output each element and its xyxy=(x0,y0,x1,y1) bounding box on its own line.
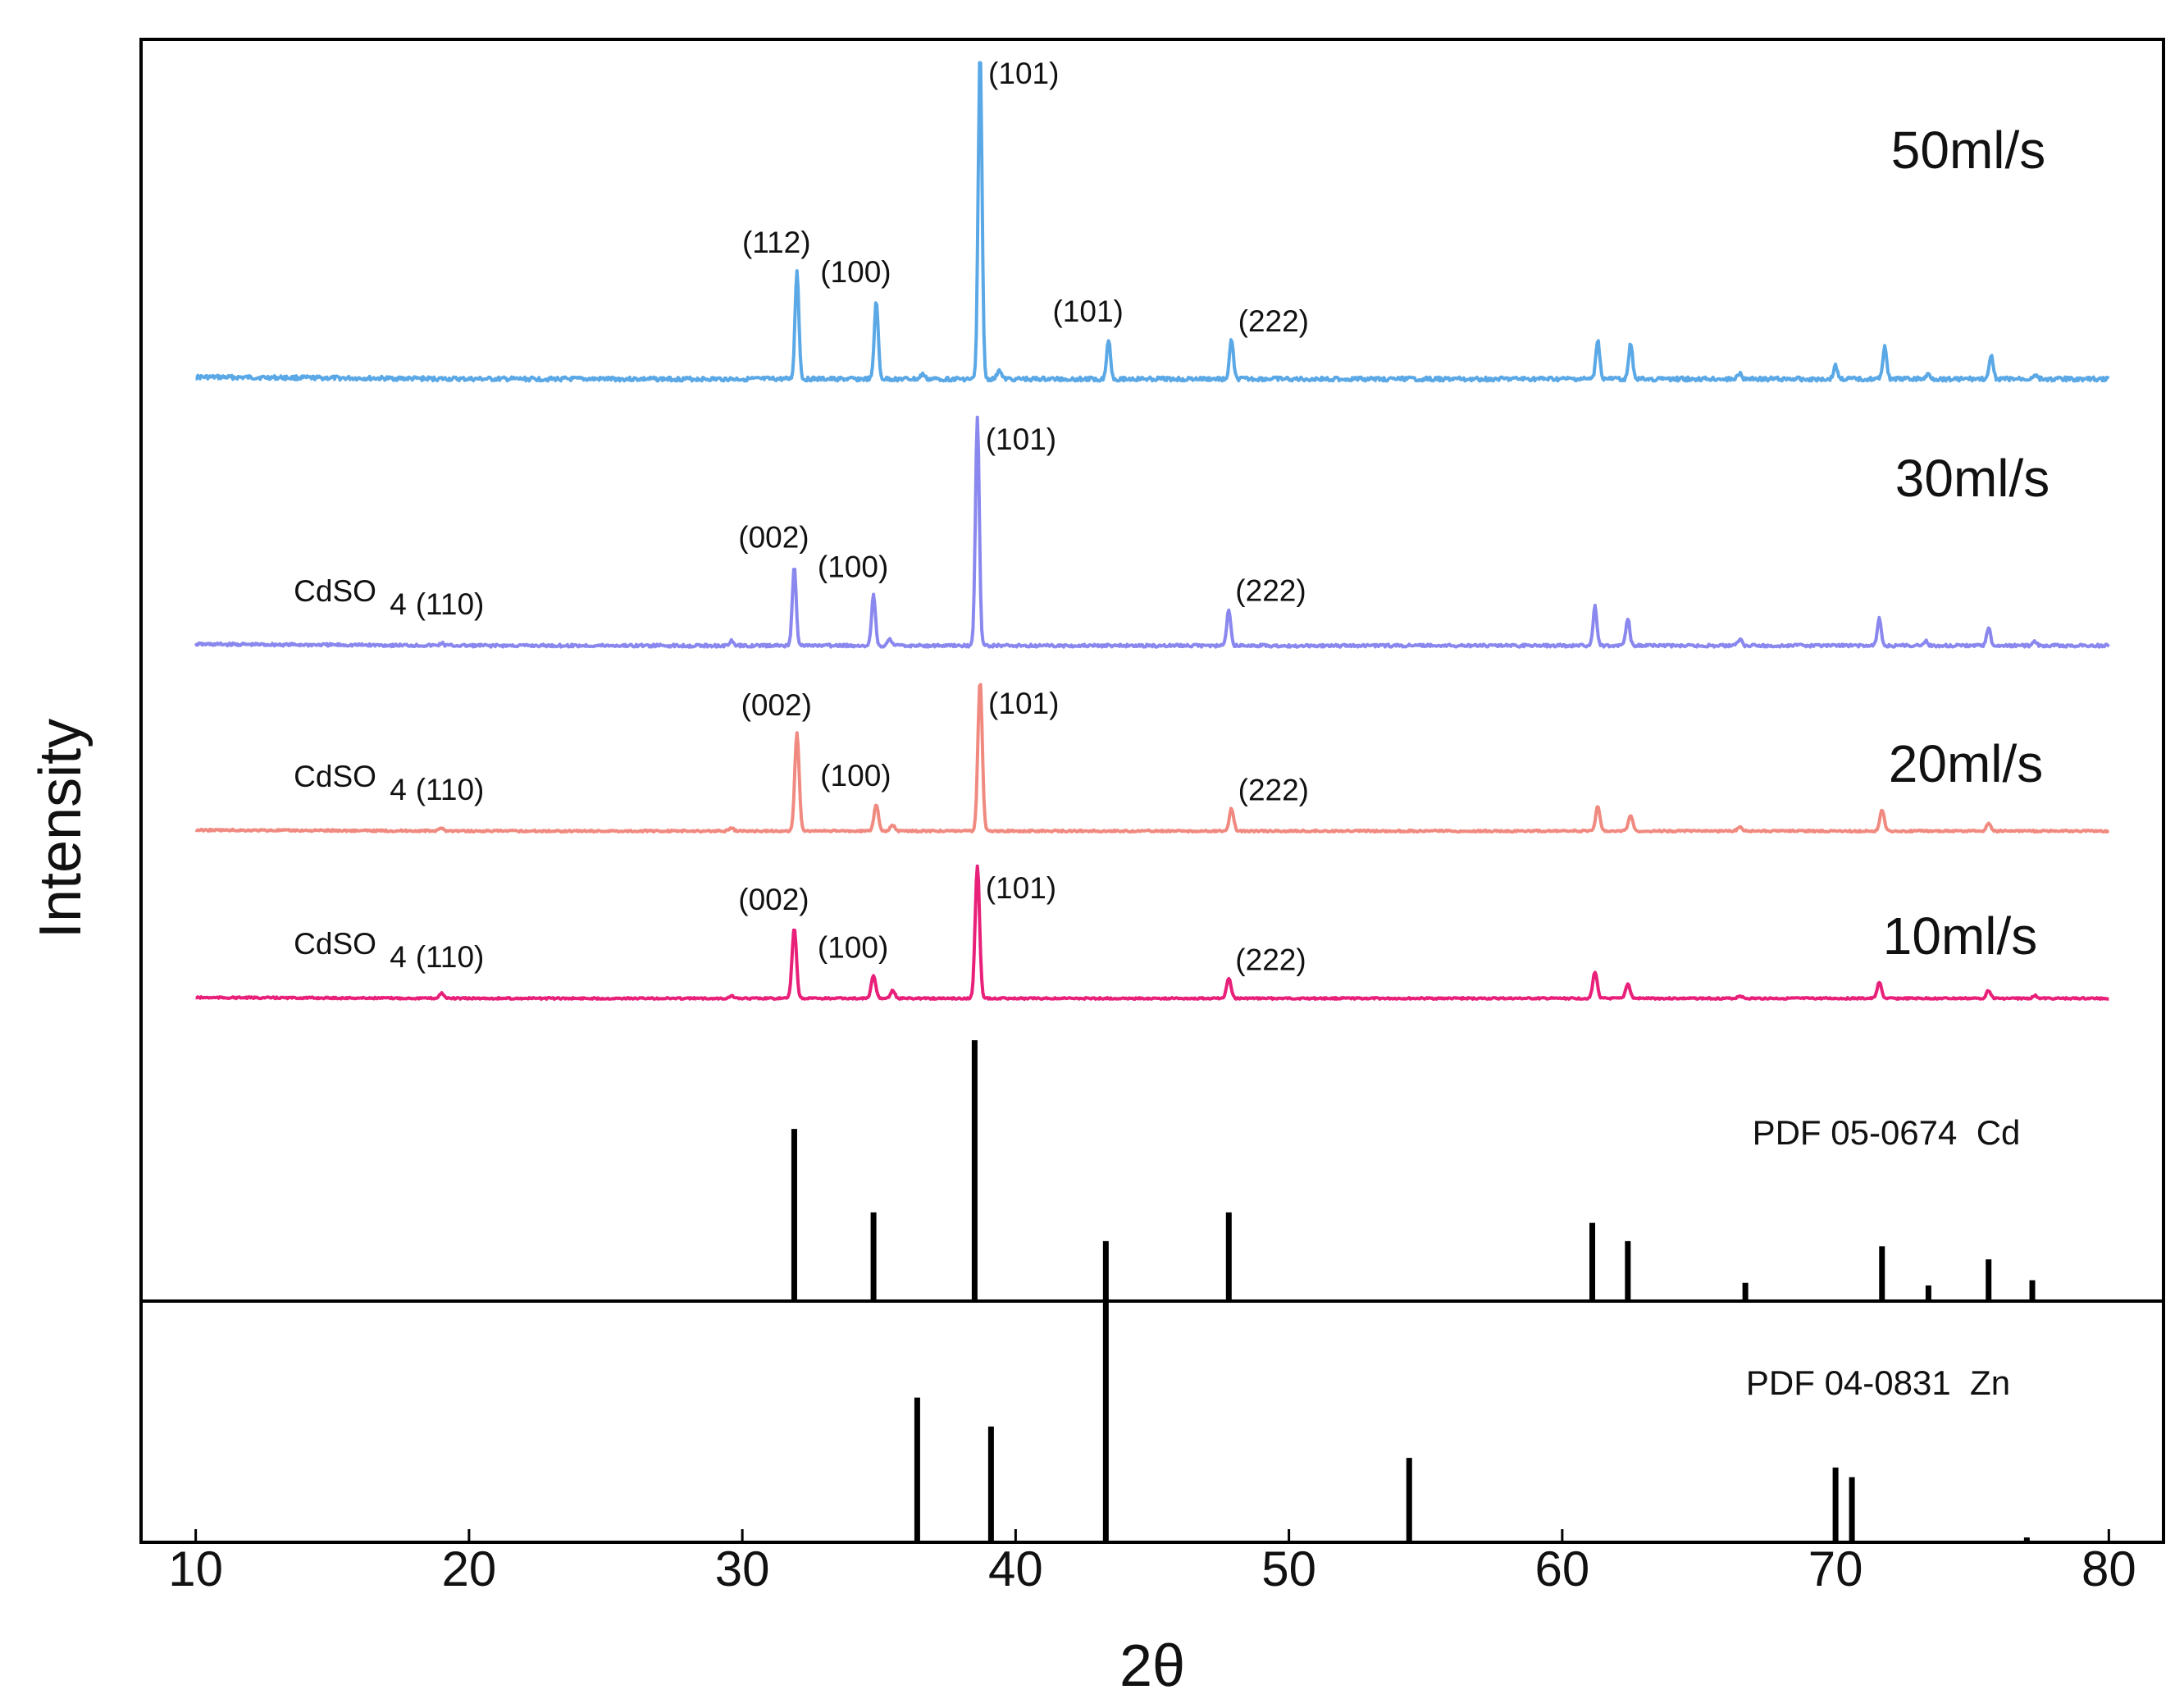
series-line-30ml/s xyxy=(194,415,2110,649)
x-tick-label: 70 xyxy=(1808,1541,1863,1596)
peak-label: (002) xyxy=(741,688,812,722)
plot-frame xyxy=(139,38,2165,1544)
peak-label-subscript: 4 xyxy=(390,940,407,974)
peak-label: (100) xyxy=(820,759,891,792)
peak-label: (100) xyxy=(818,930,888,964)
x-tick-label: 40 xyxy=(988,1541,1043,1596)
peak-label: (101) xyxy=(988,687,1059,720)
series-line-10ml/s xyxy=(195,864,2109,1001)
series-line-50ml/s xyxy=(195,61,2110,383)
peak-label: (002) xyxy=(738,883,809,916)
peak-label-subscript: 4 xyxy=(390,587,407,621)
x-tick-label: 60 xyxy=(1534,1541,1589,1596)
series-label: 50ml/s xyxy=(1891,121,2046,180)
peak-label: (100) xyxy=(820,255,891,289)
peak-label-suffix: (110) xyxy=(416,773,485,806)
series-label: 10ml/s xyxy=(1883,907,2038,966)
plot-border xyxy=(139,38,2165,1544)
peak-label-subscript: 4 xyxy=(390,773,407,806)
x-tick-label: 20 xyxy=(442,1541,497,1596)
x-axis-label: 2θ xyxy=(1119,1633,1185,1699)
x-tick-label: 30 xyxy=(715,1541,770,1596)
xrd-series xyxy=(194,61,2110,1001)
peak-label: (222) xyxy=(1235,943,1306,977)
peak-label: (222) xyxy=(1235,573,1306,607)
reference-label: PDF 05-0674 Cd xyxy=(1753,1113,2021,1152)
peak-label: (112) xyxy=(742,226,811,259)
peak-label: (100) xyxy=(818,550,888,584)
peak-label: (002) xyxy=(738,520,809,554)
peak-label: CdSO xyxy=(294,574,376,608)
x-tick-label: 10 xyxy=(168,1541,223,1596)
peak-label-suffix: (110) xyxy=(416,940,485,974)
peak-label: CdSO xyxy=(294,927,376,961)
series-label: 30ml/s xyxy=(1895,449,2050,508)
reference-patterns: PDF 05-0674 Cd PDF 04-0831 Zn xyxy=(791,1040,2036,1542)
peak-annotations: 50ml/s (101) (112) (100) (101) (222) 30ml/s (10… xyxy=(294,57,2049,977)
peak-label: CdSO xyxy=(294,760,376,793)
y-axis-label: Intensity xyxy=(28,719,93,938)
peak-label-suffix: (110) xyxy=(416,587,485,621)
peak-label: (222) xyxy=(1238,774,1309,807)
x-tick-label: 50 xyxy=(1261,1541,1316,1596)
peak-label: (101) xyxy=(986,422,1056,456)
x-tick-label: 80 xyxy=(2081,1541,2136,1596)
reference-label: PDF 04-0831 Zn xyxy=(1746,1363,2010,1402)
peak-label: (222) xyxy=(1238,304,1309,338)
series-line-20ml/s xyxy=(194,683,2110,834)
peak-label: (101) xyxy=(988,57,1059,90)
axes: 2θ Intensity 10 20 30 40 50 60 70 80 xyxy=(28,719,2136,1699)
series-label: 20ml/s xyxy=(1889,734,2044,793)
peak-label: (101) xyxy=(986,871,1056,905)
peak-label: (101) xyxy=(1052,295,1123,328)
